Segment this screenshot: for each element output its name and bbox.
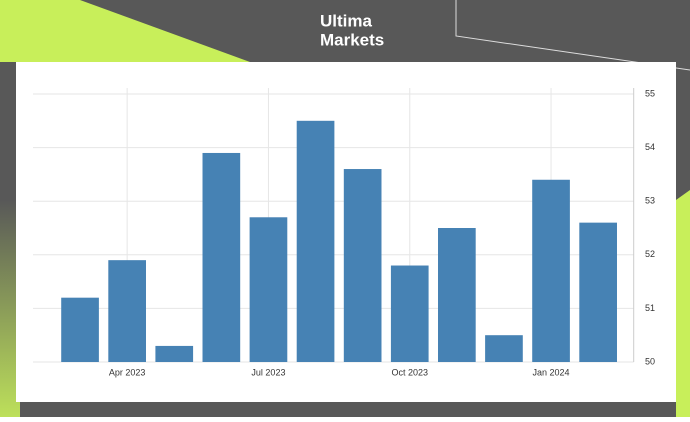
y-tick-label: 53	[645, 196, 655, 206]
decor-line	[455, 0, 690, 71]
brand-text: Markets	[320, 30, 384, 49]
accent-shape	[0, 0, 250, 62]
y-tick-label: 50	[645, 356, 655, 366]
bar	[202, 152, 241, 362]
plot: 50 51 52 53 54 55 Apr 2023 Jul 2023 Oct 2023 Jan …	[33, 88, 655, 377]
bar	[249, 217, 288, 362]
y-tick-label: 51	[645, 303, 655, 313]
x-tick-label: Jan 2024	[533, 367, 570, 377]
bar	[61, 297, 99, 362]
y-tick-label: 55	[645, 88, 655, 98]
y-tick-label: 54	[645, 142, 655, 152]
brand-text: Ultima	[320, 11, 373, 30]
bar	[485, 335, 523, 362]
bar	[155, 345, 194, 362]
bar	[108, 260, 146, 362]
bar	[343, 169, 382, 362]
bar	[296, 120, 335, 362]
x-tick-label: Oct 2023	[391, 367, 428, 377]
bar	[438, 228, 476, 362]
x-tick-label: Jul 2023	[251, 367, 285, 377]
bar	[390, 265, 429, 362]
bar	[579, 222, 617, 362]
bar	[532, 179, 570, 362]
accent-shape	[0, 200, 20, 417]
x-tick-label: Apr 2023	[109, 367, 146, 377]
y-tick-label: 52	[645, 249, 655, 259]
accent-shape	[676, 190, 690, 417]
